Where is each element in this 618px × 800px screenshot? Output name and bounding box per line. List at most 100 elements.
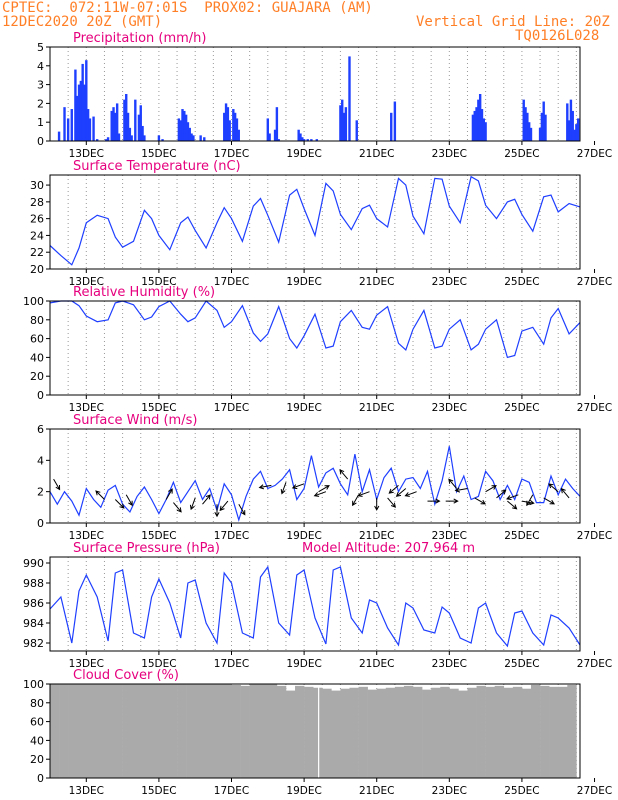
cloud-bar bbox=[367, 689, 378, 778]
x-tick-label: 25DEC bbox=[504, 402, 539, 414]
precip-bar bbox=[566, 103, 569, 141]
precip-bar bbox=[478, 94, 482, 141]
x-tick-label: 25DEC bbox=[504, 658, 539, 670]
y-tick-label: 990 bbox=[23, 557, 44, 570]
cloud-bar bbox=[503, 687, 514, 778]
precip-bar bbox=[134, 99, 137, 141]
cloud-bar bbox=[122, 684, 132, 778]
precip-bar bbox=[299, 133, 302, 141]
wind-arrow bbox=[219, 500, 229, 512]
y-tick-label: 986 bbox=[23, 597, 44, 610]
cloud-bar bbox=[158, 684, 169, 778]
x-tick-label: 19DEC bbox=[286, 402, 321, 414]
y-tick-label: 0 bbox=[37, 517, 44, 530]
x-tick-label: 25DEC bbox=[504, 530, 539, 542]
precip-bar bbox=[85, 60, 88, 141]
x-tick-label: 19DEC bbox=[286, 530, 321, 542]
wind-arrow bbox=[395, 488, 407, 497]
precip-bar bbox=[92, 116, 95, 141]
x-tick-label: 19DEC bbox=[286, 276, 321, 288]
panel-title: Relative Humidity (%) bbox=[73, 285, 215, 300]
cloud-bar bbox=[422, 689, 432, 778]
precip-bar bbox=[277, 139, 280, 141]
precip-bar bbox=[179, 120, 182, 141]
y-tick-label: 60 bbox=[30, 333, 44, 346]
plot-frame bbox=[49, 428, 581, 524]
precip-bar bbox=[190, 133, 193, 141]
wind-arrow bbox=[313, 491, 327, 497]
wind-arrow bbox=[352, 494, 360, 507]
wind-arrow bbox=[202, 494, 211, 505]
wind-arrow bbox=[258, 484, 272, 490]
cloud-bar bbox=[376, 688, 387, 778]
y-tick-label: 20 bbox=[30, 753, 44, 766]
cloud-bar bbox=[385, 687, 396, 778]
y-tick-label: 100 bbox=[23, 295, 44, 308]
y-tick-label: 0 bbox=[37, 389, 44, 402]
y-tick-label: 3 bbox=[37, 79, 44, 92]
wind-arrow bbox=[548, 483, 559, 493]
wind-arrow bbox=[173, 502, 182, 513]
precip-bar bbox=[199, 135, 202, 141]
cloud-bar bbox=[313, 687, 323, 778]
model-altitude: Model Altitude: 207.964 m bbox=[302, 541, 475, 556]
x-tick-label: 15DEC bbox=[141, 276, 176, 288]
cloud-bar bbox=[485, 686, 495, 778]
x-tick-label: 17DEC bbox=[214, 658, 249, 670]
cloud-bar bbox=[549, 686, 559, 778]
cloud-bar bbox=[440, 686, 450, 778]
precip-bar bbox=[297, 129, 300, 141]
precip-bar bbox=[538, 127, 542, 141]
cloud-bar bbox=[295, 685, 305, 778]
precip-bar bbox=[232, 109, 235, 141]
cloud-bar bbox=[186, 684, 196, 778]
y-tick-label: 20 bbox=[30, 263, 44, 276]
cloud-bar bbox=[240, 685, 250, 778]
x-tick-label: 23DEC bbox=[432, 658, 467, 670]
precip-bar bbox=[125, 94, 128, 141]
precip-bar bbox=[482, 118, 486, 141]
wind-arrow bbox=[560, 487, 570, 499]
cloud-bar bbox=[476, 685, 486, 778]
precip-bar bbox=[137, 114, 141, 141]
precip-bar bbox=[226, 107, 230, 141]
cloud-bar bbox=[50, 684, 60, 778]
precip-bar bbox=[117, 133, 121, 141]
precip-bar bbox=[224, 103, 228, 141]
cloud-bar bbox=[195, 684, 205, 778]
precip-bar bbox=[302, 139, 306, 141]
precip-bar bbox=[355, 120, 358, 141]
precip-bar bbox=[95, 139, 99, 141]
relative-humidity-panel: 0 20 40 60 80 100 13DEC 15DEC 17DEC 19DEC 21DEC 23D… bbox=[23, 285, 612, 414]
y-tick-label: 2 bbox=[37, 97, 44, 110]
x-tick-label: 21DEC bbox=[359, 785, 394, 797]
y-tick-label: 4 bbox=[37, 60, 44, 73]
wind-arrow bbox=[114, 499, 125, 509]
wind-arrow bbox=[543, 497, 556, 505]
precip-bar bbox=[184, 114, 188, 141]
y-tick-label: 60 bbox=[30, 716, 44, 729]
precip-bar bbox=[81, 63, 84, 141]
panel-title: Surface Wind (m/s) bbox=[73, 413, 197, 428]
cloud-bar bbox=[322, 688, 332, 778]
cloud-bar bbox=[449, 688, 459, 778]
cloud-bar bbox=[331, 690, 341, 778]
precip-bar bbox=[161, 139, 164, 141]
cloud-bar bbox=[276, 685, 287, 778]
cloud-bar bbox=[267, 684, 278, 778]
x-tick-label: 13DEC bbox=[69, 658, 104, 670]
cloud-bar bbox=[349, 687, 359, 778]
precip-bar bbox=[576, 118, 580, 141]
cloud-cover-panel: 0 20 40 60 80 100 13DEC 15DEC 17DEC 19DEC 21DEC 23D… bbox=[23, 668, 612, 797]
x-tick-label: 19DEC bbox=[286, 148, 321, 160]
wind-arrow bbox=[454, 487, 468, 493]
cloud-bar bbox=[258, 684, 269, 778]
cloud-bar bbox=[68, 684, 78, 778]
cloud-bar bbox=[177, 684, 187, 778]
cloud-bar bbox=[494, 685, 505, 778]
precip-bar bbox=[268, 133, 271, 141]
header-date-line: 12DEC2020 20Z (GMT) bbox=[2, 14, 163, 30]
precip-bar bbox=[88, 118, 92, 141]
precip-bar bbox=[573, 129, 576, 141]
precip-bar bbox=[115, 103, 119, 141]
